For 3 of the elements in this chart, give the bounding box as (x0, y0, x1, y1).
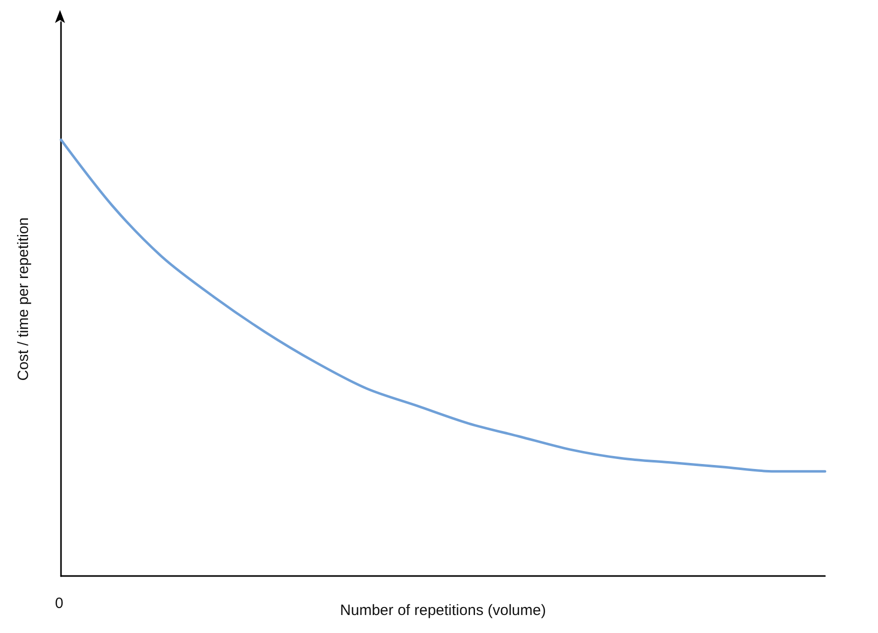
y-axis-title: Cost / time per repetition (15, 217, 32, 381)
x-axis-title: Number of repetitions (volume) (340, 602, 546, 619)
text: 0 (55, 595, 64, 612)
